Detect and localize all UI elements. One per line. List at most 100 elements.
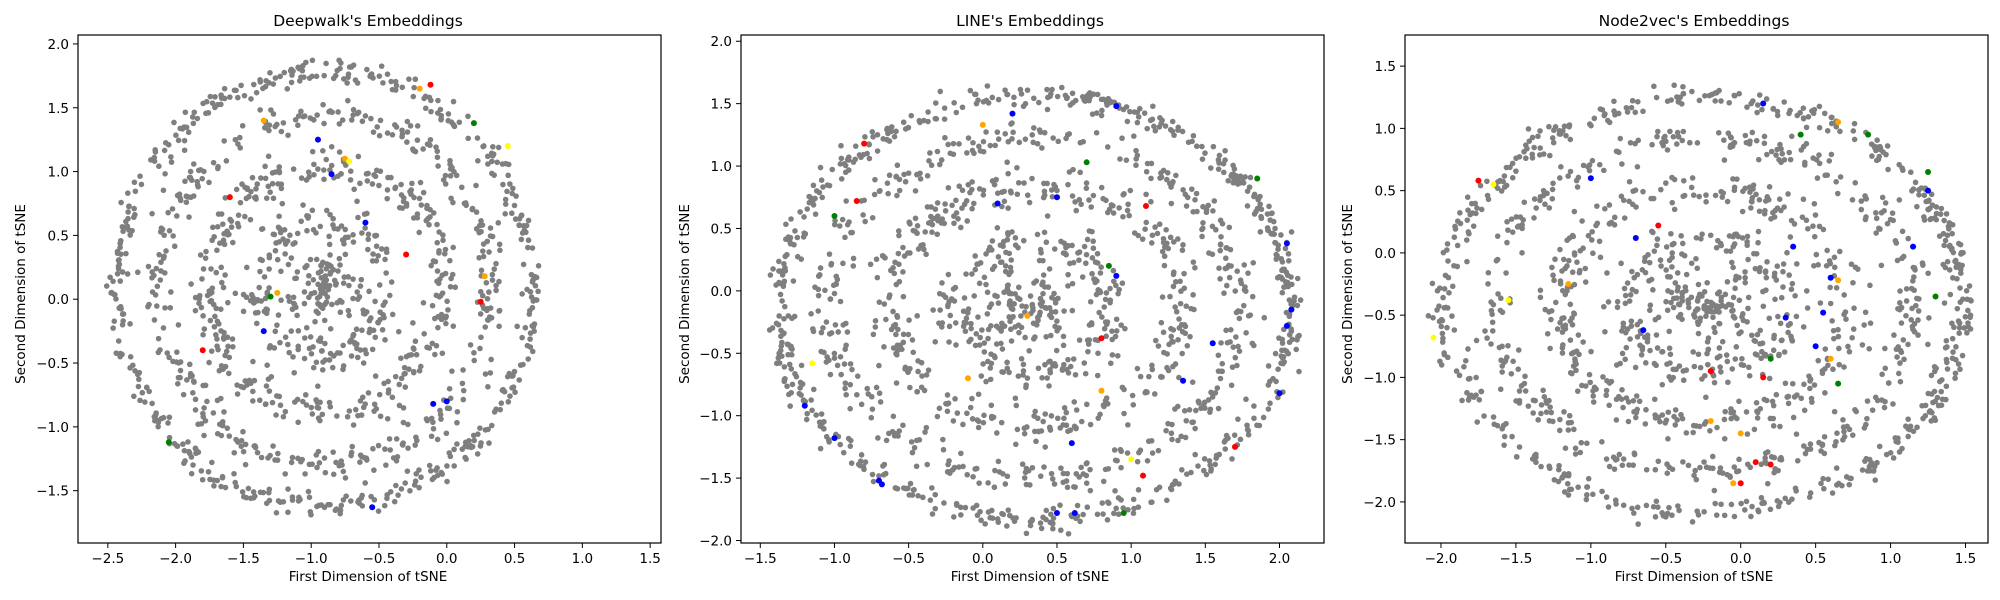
line-gray-point [900, 244, 906, 251]
line-gray-point [1279, 354, 1286, 361]
node2vec-gray-point [1784, 394, 1790, 400]
deepwalk-gray-point [436, 248, 442, 254]
deepwalk-gray-point [416, 484, 422, 491]
line-gray-point [1094, 250, 1101, 257]
line-gray-point [909, 337, 916, 343]
line-gray-point [1013, 402, 1020, 409]
line-gray-point [1088, 204, 1095, 210]
line-gray-point [989, 178, 996, 184]
node2vec-gray-point [1903, 312, 1909, 319]
deepwalk-gray-point [285, 509, 291, 516]
deepwalk-gray-point [381, 380, 387, 387]
deepwalk-gray-point [188, 194, 194, 201]
deepwalk-gray-point [449, 271, 456, 278]
deepwalk-gray-point [222, 484, 229, 491]
line-gray-point [934, 148, 941, 155]
line-gray-point [818, 348, 824, 355]
line-gray-point [917, 176, 924, 182]
deepwalk-gray-point [368, 115, 374, 122]
deepwalk-gray-point [310, 364, 317, 371]
line-gray-point [1240, 180, 1247, 186]
node2vec-gray-point [1689, 519, 1696, 525]
node2vec-gray-point [1606, 221, 1613, 227]
deepwalk-gray-point [288, 66, 295, 73]
deepwalk-gray-point [488, 356, 494, 363]
node2vec-gray-point [1835, 326, 1841, 333]
line-gray-point [782, 303, 788, 310]
node2vec-y-tick-label: −1.0 [1363, 370, 1396, 386]
deepwalk-gray-point [480, 241, 487, 247]
node2vec-gray-point [1949, 230, 1955, 237]
line-blue-highlight-point [994, 200, 1001, 207]
deepwalk-gray-point [137, 173, 143, 179]
deepwalk-gray-point [309, 57, 316, 64]
node2vec-gray-point [1513, 398, 1519, 404]
node2vec-gray-point [1769, 398, 1776, 405]
node2vec-gray-point [1730, 409, 1737, 415]
line-gray-point [1206, 250, 1212, 256]
deepwalk-gray-point [300, 202, 306, 208]
deepwalk-gray-point [392, 185, 398, 192]
line-gray-point [1149, 362, 1155, 369]
deepwalk-gray-point [154, 303, 160, 309]
node2vec-gray-point [1582, 383, 1589, 389]
line-gray-point [929, 221, 936, 228]
node2vec-gray-point [1725, 379, 1731, 386]
node2vec-gray-point [1754, 102, 1761, 108]
line-gray-point [1169, 128, 1176, 134]
line-gray-point [925, 367, 932, 373]
deepwalk-gray-point [180, 391, 187, 398]
line-gray-point [951, 220, 957, 227]
line-gray-point [1060, 479, 1067, 486]
node2vec-gray-point [1519, 225, 1525, 232]
line-chart-title: LINE's Embeddings [956, 12, 1104, 30]
line-gray-point [1218, 234, 1224, 240]
line-gray-point [1094, 91, 1101, 98]
deepwalk-gray-point [314, 464, 320, 471]
line-gray-point [974, 512, 981, 519]
deepwalk-gray-point [185, 129, 192, 136]
deepwalk-gray-point [486, 289, 492, 295]
line-gray-point [1199, 156, 1206, 162]
node2vec-gray-point [1825, 476, 1831, 483]
line-gray-point [860, 151, 867, 158]
deepwalk-gray-point [519, 291, 525, 297]
line-gray-point [980, 361, 986, 367]
node2vec-gray-point [1745, 294, 1752, 301]
deepwalk-gray-point [444, 298, 450, 305]
line-gray-point [1006, 271, 1012, 278]
line-gray-point [1005, 507, 1012, 513]
deepwalk-gray-point [200, 313, 206, 319]
line-gray-point [1054, 318, 1060, 324]
line-gray-point [1062, 92, 1069, 99]
deepwalk-gray-point [490, 143, 496, 150]
line-gray-point [1118, 322, 1124, 328]
node2vec-gray-point [1625, 418, 1632, 425]
line-gray-point [963, 315, 970, 322]
line-gray-point [1223, 245, 1229, 251]
deepwalk-gray-point [199, 476, 206, 483]
line-gray-point [981, 340, 988, 346]
deepwalk-gray-point [389, 132, 396, 138]
deepwalk-gray-point [221, 241, 228, 248]
node2vec-gray-point [1864, 398, 1871, 404]
deepwalk-gray-point [435, 97, 441, 104]
line-gray-point [937, 307, 943, 313]
node2vec-gray-point [1548, 409, 1555, 416]
deepwalk-gray-point [317, 399, 323, 406]
line-gray-point [1169, 118, 1176, 125]
line-gray-point [774, 360, 780, 367]
node2vec-gray-point [1478, 206, 1485, 213]
node2vec-gray-point [1911, 274, 1917, 280]
line-gray-point [847, 381, 854, 388]
line-gray-point [1243, 330, 1249, 336]
line-gray-point [1045, 284, 1052, 290]
deepwalk-blue-highlight-point [314, 136, 321, 143]
node2vec-gray-point [1567, 337, 1574, 343]
line-gray-point [920, 242, 926, 248]
line-gray-point [1065, 428, 1071, 435]
deepwalk-gray-point [307, 334, 314, 340]
line-gray-point [841, 361, 848, 367]
line-gray-point [1134, 458, 1141, 465]
node2vec-gray-point [1550, 418, 1556, 425]
